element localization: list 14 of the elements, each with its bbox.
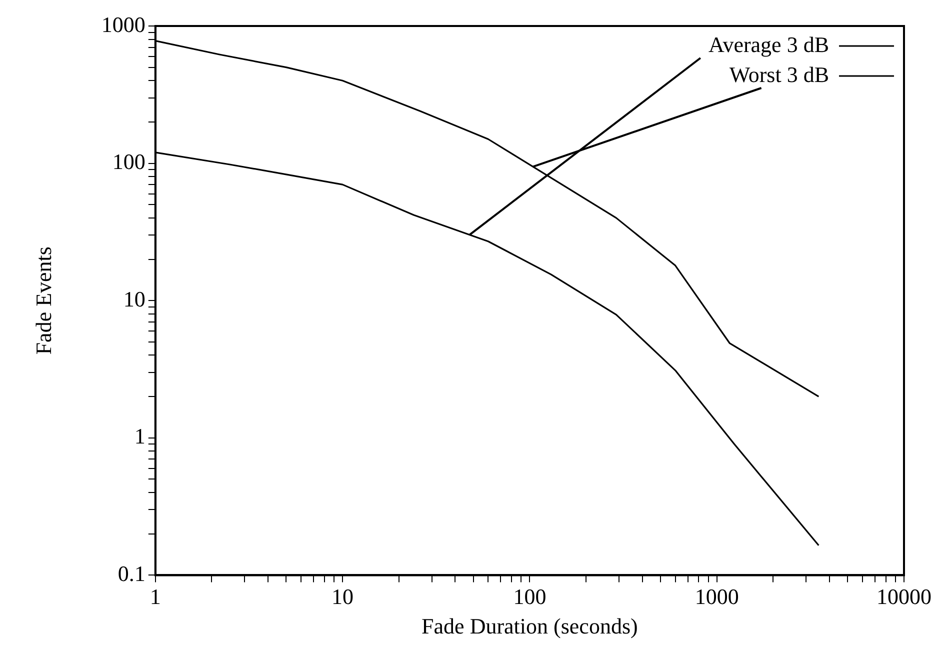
x-tick-label: 10000 [876,584,932,610]
y-tick-label: 1000 [101,12,146,37]
x-tick-label: 1 [150,584,161,610]
y-tick-label: 1 [134,424,146,449]
y-tick-label: 10 [123,286,146,312]
y-tick-label: 0.1 [118,560,146,586]
x-tick-label: 10 [332,584,354,610]
x-tick-label: 1000 [694,584,739,610]
legend-label: Worst 3 dB [729,62,829,87]
x-tick-label: 100 [513,584,546,610]
y-axis-title: Fade Events [30,246,56,355]
legend-label: Average 3 dB [708,32,829,57]
y-tick-label: 100 [112,149,146,174]
x-axis-title: Fade Duration (seconds) [422,614,638,639]
